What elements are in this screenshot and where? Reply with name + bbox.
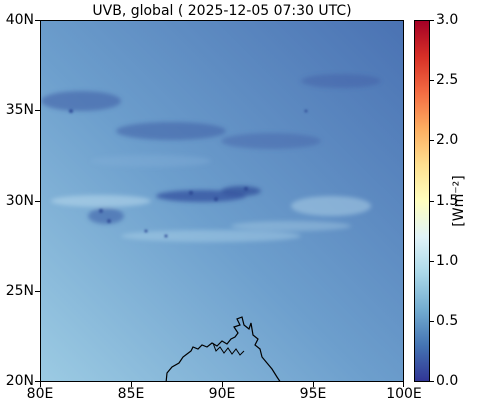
lat-tick-mark [35,201,40,202]
lat-tick-mark [35,381,40,382]
colorbar-tick-label: 1.0 [436,253,459,269]
colorbar-tick-mark [430,140,434,141]
lat-tick-label: 35N [5,102,34,118]
lon-tick-label: 100E [386,386,422,402]
lon-tick-mark [40,382,41,387]
lon-tick-label: 80E [26,386,54,402]
lat-tick-mark [35,291,40,292]
colorbar-tick-label: 2.5 [436,72,459,88]
colorbar-tick-label: 2.0 [436,132,459,148]
lat-tick-label: 30N [5,193,34,209]
colorbar-tick-mark [430,381,434,382]
colorbar-tick-mark [430,261,434,262]
colorbar-tick-mark [430,201,434,202]
colorbar-tick-label: 0.5 [436,313,459,329]
colorbar-label: [Wm⁻²] [451,175,467,227]
lon-tick-label: 95E [299,386,327,402]
coastline [165,316,281,381]
lat-tick-mark [35,20,40,21]
cloud-specks [69,109,308,238]
lat-tick-mark [35,110,40,111]
map-title: UVB, global ( 2025-12-05 07:30 UTC) [92,3,352,19]
colorbar-tick-label: 1.5 [436,193,459,209]
colorbar-tick-label: 0.0 [436,373,459,389]
delta-coast [212,342,245,356]
cloud-features [41,74,381,242]
lon-tick-mark [222,382,223,387]
lat-tick-label: 40N [5,12,34,28]
map-panel[interactable] [40,20,404,382]
colorbar-tick-mark [430,20,434,21]
colorbar-tick-mark [430,80,434,81]
colorbar-tick-label: 3.0 [436,12,459,28]
colorbar [414,20,430,382]
lat-tick-label: 20N [5,373,34,389]
lat-tick-label: 25N [5,283,34,299]
lon-tick-label: 90E [208,386,236,402]
lon-tick-mark [313,382,314,387]
uvb-map [41,21,403,381]
lon-tick-label: 85E [117,386,145,402]
lon-tick-mark [131,382,132,387]
lon-tick-mark [403,382,404,387]
colorbar-tick-mark [430,321,434,322]
